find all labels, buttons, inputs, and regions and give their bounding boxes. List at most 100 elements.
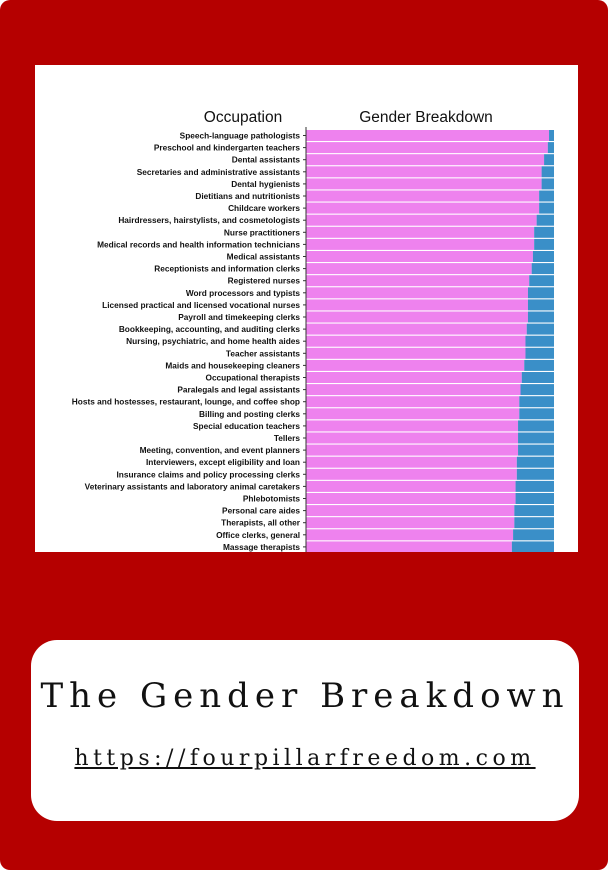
male-bar (534, 226, 554, 238)
category-label: Personal care aides (222, 506, 300, 516)
female-bar (306, 251, 533, 262)
category-label: Billing and posting clerks (199, 409, 300, 419)
male-bar (529, 275, 554, 287)
female-bar (306, 432, 519, 444)
female-bar (306, 323, 527, 335)
category-label: Dental hygienists (231, 179, 300, 189)
male-bar (516, 468, 554, 480)
category-label: Secretaries and administrative assistant… (137, 167, 301, 177)
male-bar (531, 263, 554, 275)
female-bar (306, 190, 540, 202)
male-bar (541, 166, 554, 178)
category-label: Payroll and timekeeping clerks (178, 312, 300, 322)
male-bar (514, 517, 554, 529)
occupation-header: Occupation (204, 109, 282, 126)
female-bar (306, 493, 516, 504)
category-label: Massage therapists (223, 542, 300, 552)
male-bar (532, 251, 554, 262)
category-label: Meeting, convention, and event planners (140, 445, 301, 455)
category-label: Medical records and health information t… (97, 239, 300, 249)
female-bar (306, 384, 521, 396)
male-bar (547, 142, 554, 154)
female-bar (306, 287, 528, 299)
female-bar (306, 359, 525, 371)
female-bar (306, 311, 528, 323)
female-bar (306, 214, 537, 226)
category-label: Nurse practitioners (224, 227, 300, 237)
category-label: Interviewers, except eligibility and loa… (146, 457, 300, 467)
male-bar (518, 432, 554, 444)
female-bar (306, 468, 517, 480)
category-label: Office clerks, general (216, 530, 300, 540)
female-bar (306, 505, 515, 517)
male-bar (544, 154, 554, 166)
female-bar (306, 541, 512, 552)
category-label: Occupational therapists (205, 373, 300, 383)
bar-group (306, 130, 554, 552)
category-label: Medical assistants (227, 252, 301, 262)
female-bar (306, 517, 515, 529)
category-label: Word processors and typists (186, 288, 301, 298)
category-label: Bookkeeping, accounting, and auditing cl… (119, 324, 301, 334)
female-bar (306, 420, 519, 432)
category-label: Dental assistants (232, 155, 301, 165)
female-bar (306, 130, 550, 141)
female-bar (306, 299, 528, 311)
male-bar (526, 323, 554, 335)
label-group: Speech-language pathologists Preschool an… (72, 131, 306, 552)
male-bar (524, 359, 554, 371)
male-bar (549, 130, 554, 141)
chart-title: Gender Breakdown (359, 109, 493, 126)
category-label: Dietitians and nutritionists (195, 191, 300, 201)
female-bar (306, 408, 520, 420)
male-bar (518, 444, 554, 456)
female-bar (306, 142, 548, 154)
female-bar (306, 480, 516, 492)
category-label: Speech-language pathologists (180, 131, 301, 141)
male-bar (519, 396, 554, 408)
female-bar (306, 226, 535, 238)
category-label: Insurance claims and policy processing c… (116, 469, 300, 479)
male-bar (515, 480, 554, 492)
female-bar (306, 275, 530, 287)
female-bar (306, 529, 514, 541)
category-label: Paralegals and legal assistants (177, 385, 300, 395)
female-bar (306, 154, 545, 166)
category-label: Phlebotomists (243, 494, 301, 504)
female-bar (306, 335, 526, 347)
category-label: Nursing, psychiatric, and home health ai… (126, 336, 300, 346)
male-bar (525, 335, 554, 347)
caption-title: The Gender Breakdown (40, 676, 570, 716)
category-label: Maids and housekeeping cleaners (165, 360, 300, 370)
male-bar (521, 372, 554, 383)
category-label: Childcare workers (228, 203, 300, 213)
male-bar (511, 541, 554, 552)
category-label: Veterinary assistants and laboratory ani… (85, 481, 301, 491)
female-bar (306, 372, 522, 383)
female-bar (306, 396, 520, 408)
male-bar (520, 384, 554, 396)
male-bar (516, 456, 554, 468)
male-bar (541, 178, 554, 190)
category-label: Special education teachers (193, 421, 300, 431)
category-label: Preschool and kindergarten teachers (154, 143, 301, 153)
chart-panel: Occupation Gender Breakdown Speech-langu… (35, 65, 578, 552)
female-bar (306, 166, 542, 178)
caption-card: The Gender Breakdown https://fourpillarf… (31, 640, 579, 821)
male-bar (519, 408, 554, 420)
caption-url-link[interactable]: https://fourpillarfreedom.com (74, 746, 536, 771)
category-label: Hosts and hostesses, restaurant, lounge,… (72, 397, 300, 407)
female-bar (306, 444, 519, 456)
category-label: Teacher assistants (226, 348, 300, 358)
male-bar (527, 287, 554, 299)
female-bar (306, 347, 526, 359)
female-bar (306, 178, 542, 190)
male-bar (539, 190, 554, 202)
female-bar (306, 202, 540, 214)
male-bar (515, 493, 554, 504)
male-bar (536, 214, 554, 226)
female-bar (306, 238, 535, 250)
male-bar (534, 238, 554, 250)
male-bar (518, 420, 554, 432)
